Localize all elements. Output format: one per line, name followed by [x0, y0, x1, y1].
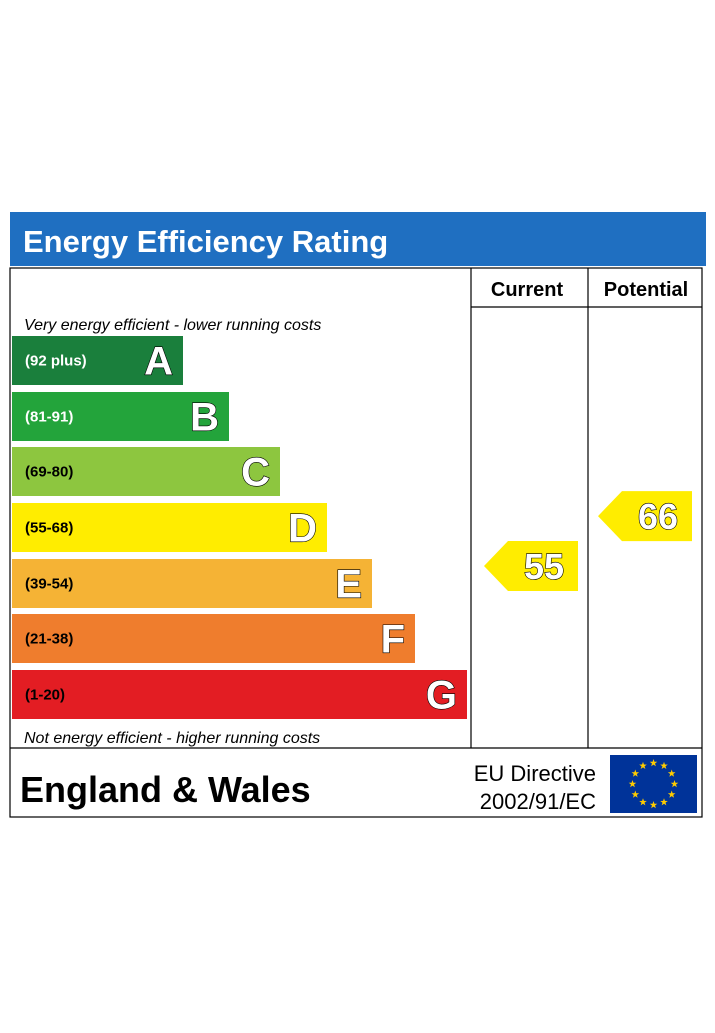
band-letter: D: [288, 507, 317, 551]
band-c: (69-80) C: [12, 447, 280, 496]
band-a: (92 plus) A: [12, 336, 183, 385]
band-range-label: (92 plus): [25, 353, 87, 370]
rating-arrow: [484, 541, 578, 591]
band-b: (81-91) B: [12, 392, 229, 441]
band-letter: E: [335, 563, 362, 607]
band-range-label: (1-20): [25, 687, 65, 704]
band-letter: F: [381, 618, 405, 662]
eu-star: [670, 780, 679, 788]
rating-value: 66: [638, 496, 678, 537]
potential-rating: 66: [598, 491, 692, 542]
eu-star: [667, 769, 676, 777]
eu-star: [660, 798, 668, 806]
band-bar: [12, 336, 183, 385]
band-e: (39-54) E: [12, 559, 372, 608]
eu-star: [649, 759, 658, 767]
band-letter: B: [190, 396, 219, 440]
rating-arrow: [598, 491, 692, 542]
band-bar: [12, 392, 229, 441]
band-bar: [12, 447, 280, 496]
rating-value: 55: [524, 546, 564, 587]
eu-star: [649, 801, 658, 809]
band-bar: [12, 670, 467, 719]
bottom-note: Not energy efficient - higher running co…: [24, 730, 320, 747]
band-bar: [12, 503, 327, 552]
band-f: (21-38) F: [12, 614, 415, 663]
band-bar: [12, 614, 415, 663]
eu-star: [660, 761, 668, 770]
band-letter: C: [241, 451, 270, 495]
eu-star: [639, 798, 647, 806]
current-rating: 55: [484, 541, 578, 591]
band-g: (1-20) G: [12, 670, 467, 719]
directive-line-2: 2002/91/EC: [480, 789, 596, 814]
top-note: Very energy efficient - lower running co…: [24, 317, 321, 334]
title-bar: [10, 212, 706, 266]
band-range-label: (55-68): [25, 520, 73, 537]
band-bar: [12, 559, 372, 608]
potential-column-header: Potential: [604, 279, 688, 301]
eu-star: [667, 790, 676, 798]
current-column-header: Current: [491, 279, 564, 301]
rating-bands: (92 plus) A (81-91) B (69-80) C (55-68) D (39-54…: [12, 336, 467, 719]
band-letter: A: [144, 340, 173, 384]
band-range-label: (39-54): [25, 576, 73, 593]
band-range-label: (81-91): [25, 409, 73, 426]
chart-title: Energy Efficiency Rating: [23, 224, 388, 259]
band-d: (55-68) D: [12, 503, 327, 552]
directive-line-1: EU Directive: [474, 761, 596, 786]
chart-frame: [9, 267, 703, 818]
rating-indicators: 55 66: [484, 491, 692, 591]
eu-star: [631, 769, 640, 777]
eu-star: [628, 780, 637, 788]
band-letter: G: [426, 674, 457, 718]
eu-star: [639, 761, 647, 770]
region-label: England & Wales: [20, 769, 311, 810]
eu-star: [631, 790, 640, 798]
band-range-label: (21-38): [25, 631, 73, 648]
eu-flag-icon: [610, 755, 697, 813]
band-range-label: (69-80): [25, 464, 73, 481]
